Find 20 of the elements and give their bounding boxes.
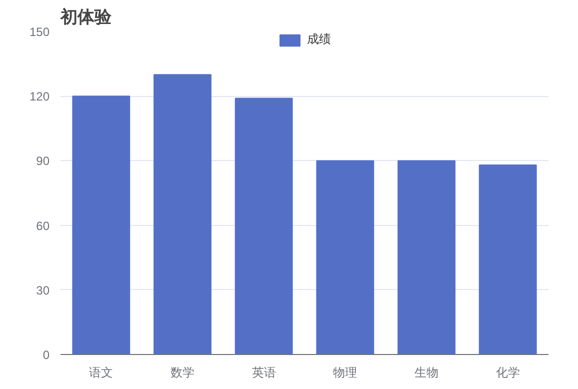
y-tick-label: 30 xyxy=(36,283,50,298)
y-tick-label: 150 xyxy=(29,25,50,39)
x-tick-label: 英语 xyxy=(252,366,276,380)
bar xyxy=(316,160,374,354)
x-tick-label: 语文 xyxy=(89,366,114,380)
bar xyxy=(234,98,293,354)
x-tick-label: 物理 xyxy=(333,366,358,380)
bar xyxy=(154,74,212,354)
bar xyxy=(398,160,456,354)
chart-title: 初体验 xyxy=(60,8,112,26)
y-tick-label: 60 xyxy=(36,218,50,233)
x-tick-label: 数学 xyxy=(170,366,194,380)
legend-label: 成绩 xyxy=(307,31,331,48)
y-tick-label: 120 xyxy=(29,90,50,104)
x-tick-label: 生物 xyxy=(414,366,438,380)
bar xyxy=(72,96,130,354)
y-tick-label: 0 xyxy=(42,348,50,362)
bar xyxy=(478,164,537,354)
x-tick-label: 化学 xyxy=(496,366,520,380)
y-tick-label: 90 xyxy=(36,154,50,168)
